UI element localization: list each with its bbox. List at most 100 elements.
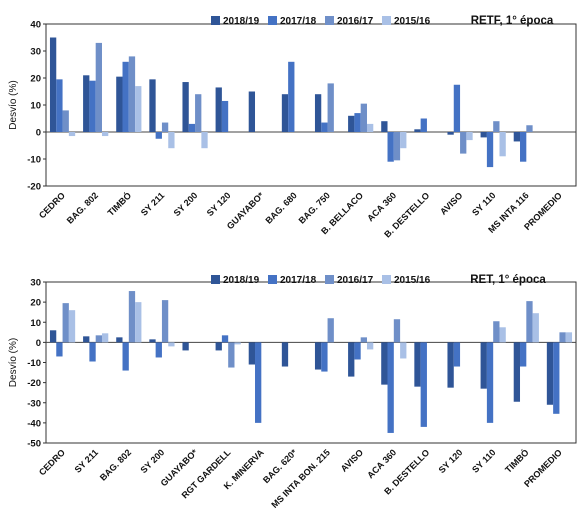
y-axis-label: Desvío (%) [8,338,19,387]
bar [366,123,374,132]
y-tick-label: -10 [27,155,41,166]
y-tick-label: -30 [27,398,41,409]
y-tick-label: -20 [27,182,41,193]
bar [453,342,461,367]
bar [128,56,136,132]
bar [95,42,102,132]
y-tick-label: -10 [27,358,41,369]
bar [546,342,554,405]
bar [221,335,229,343]
bar [68,310,76,343]
category-label: AVISO [438,190,464,216]
legend: 2018/19 2017/18 2016/17 2015/16 [211,275,431,286]
chart-title: RETF, 1° época [471,15,554,27]
category-label: MS INTA BON. 215 [269,447,332,510]
bar [314,342,322,370]
bar [493,321,500,343]
bar [155,132,162,139]
y-tick-label: 30 [30,278,41,289]
y-axis-label: Desvío (%) [8,80,19,129]
bar [381,342,388,385]
bar [168,342,175,347]
category-label: TIMBÓ [105,190,133,218]
bar [89,80,96,132]
bar [499,132,506,157]
bar [393,319,401,343]
bar [327,83,334,132]
bar [281,94,289,132]
bar [201,132,208,149]
bar [387,342,394,433]
bar [234,342,241,345]
legend-swatch [382,16,391,25]
bar [366,342,374,350]
bar [195,94,202,132]
bar [354,113,361,132]
bar [400,132,407,149]
bar [348,342,355,377]
legend-entry: 2015/16 [394,275,431,286]
bar [83,75,90,132]
bar [135,86,142,132]
category-label: SY 200 [139,447,167,475]
bar [393,132,401,161]
y-tick-label: -50 [27,439,41,450]
bar [354,342,361,360]
bar [327,318,334,343]
y-tick-label: -20 [27,378,41,389]
bar [135,302,142,343]
bar [122,342,129,371]
bar [314,94,322,132]
category-label: AVISO [339,447,365,473]
bar [565,332,573,343]
chart-title: RET, 1° época [470,274,546,286]
category-label: ACA 360 [365,190,398,223]
bar [553,342,560,414]
bar [101,132,109,137]
bar [215,342,222,351]
bar [248,342,256,365]
bar [221,100,229,132]
bar [161,300,169,343]
legend-swatch [268,275,277,284]
bar [288,61,295,132]
bar [116,76,123,132]
bar [486,342,494,423]
bar [414,129,421,132]
category-label: SY 211 [73,447,100,474]
y-tick-label: 30 [30,47,41,58]
bar [149,339,156,343]
category-label: SY 211 [139,190,166,217]
legend-swatch [382,275,391,284]
bar [95,335,102,343]
bar [182,82,189,132]
bar [360,337,367,343]
bar [228,342,235,368]
bar [460,132,467,154]
category-label: BAG. 802 [98,447,133,482]
category-label: CEDRO [37,447,67,477]
bar [513,132,521,142]
category-label: BAG. 802 [65,190,100,225]
bar [56,79,63,132]
legend-swatch [268,16,277,25]
bar [520,342,527,367]
category-label: SY 120 [205,190,233,218]
bar [188,123,196,132]
bar [420,118,427,132]
bar [56,342,63,357]
category-label: SY 110 [470,447,497,474]
bar [387,132,394,162]
legend-swatch [325,275,334,284]
bar [360,103,367,132]
legend-entry: 2018/19 [223,16,260,27]
legend-swatch [211,275,220,284]
bar [480,342,487,389]
bar [128,291,136,343]
bar [83,336,90,343]
bar [68,132,76,137]
category-label: SY 120 [437,447,465,475]
category-label: ACA 360 [365,447,398,480]
